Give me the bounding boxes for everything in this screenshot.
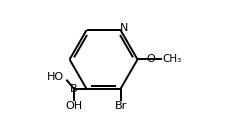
Text: O: O <box>146 55 154 64</box>
Text: Br: Br <box>114 101 126 111</box>
Text: CH₃: CH₃ <box>162 55 181 64</box>
Text: B: B <box>70 84 78 94</box>
Text: HO: HO <box>46 72 63 82</box>
Text: N: N <box>119 23 127 33</box>
Text: OH: OH <box>65 101 82 111</box>
